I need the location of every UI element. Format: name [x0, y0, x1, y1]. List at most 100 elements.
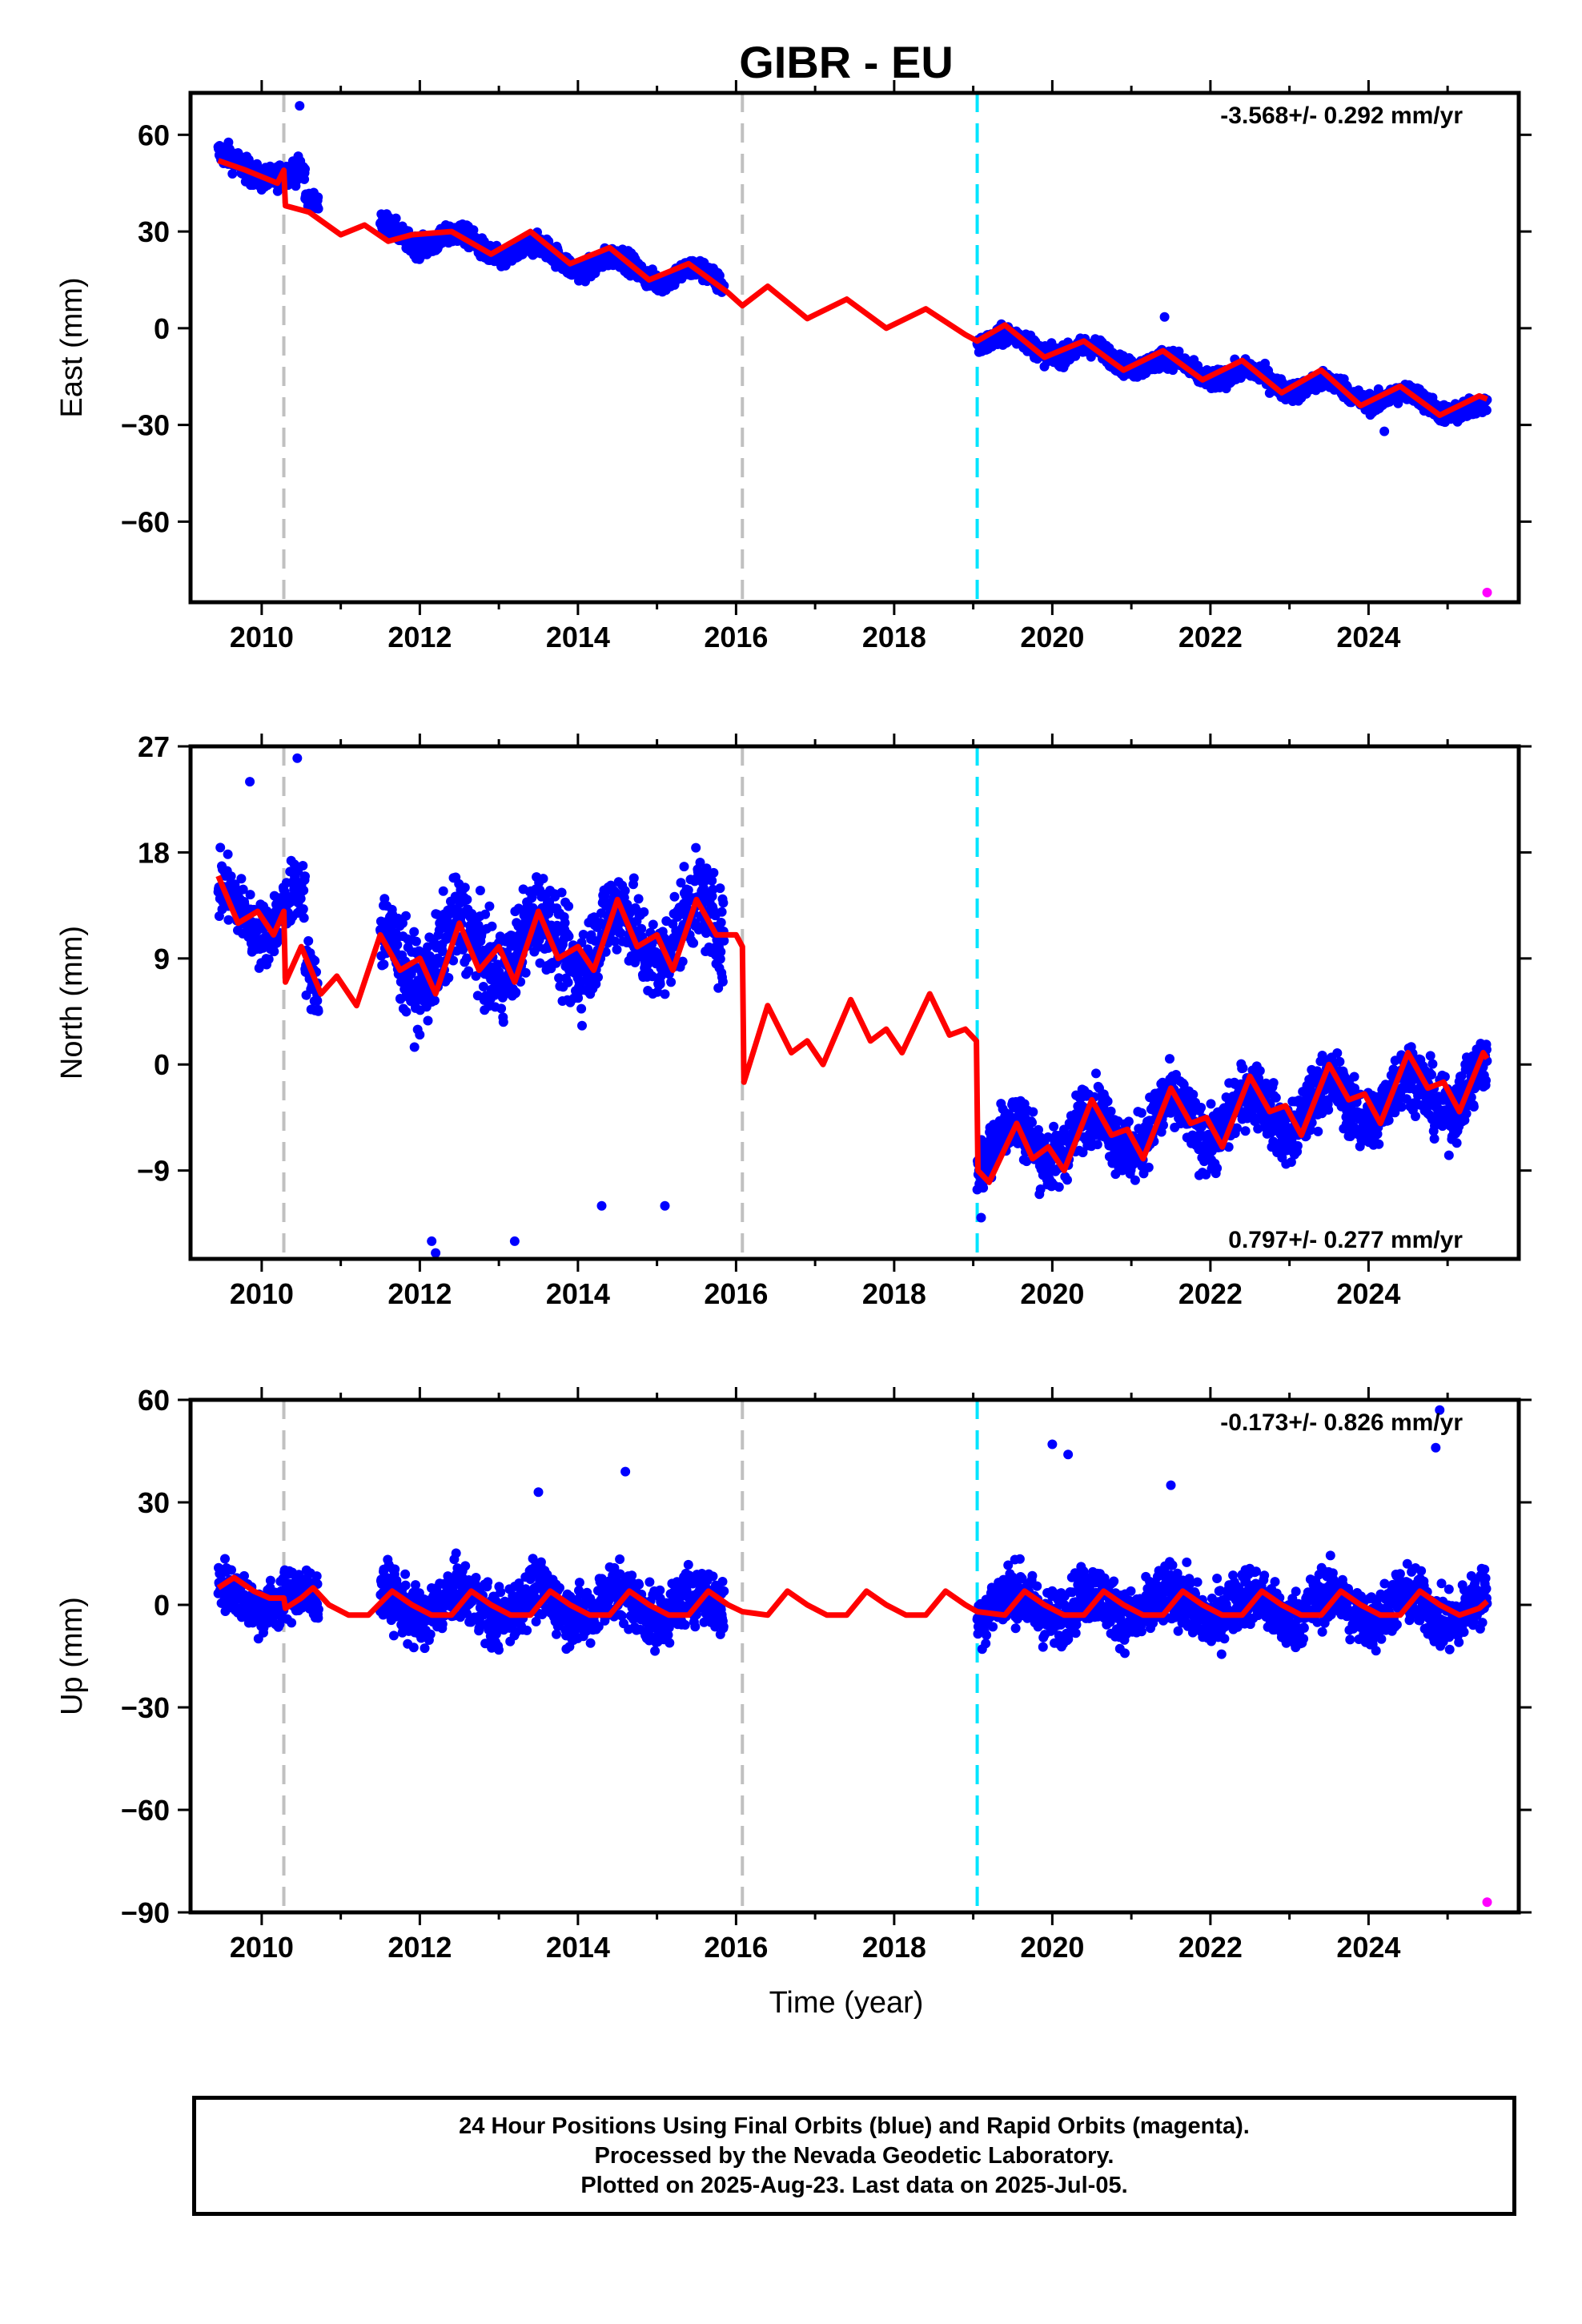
y-tick-label: −60 [121, 505, 170, 538]
data-point [1253, 1124, 1263, 1134]
data-point [487, 921, 497, 931]
data-point [717, 976, 728, 987]
data-point [520, 967, 531, 978]
data-point [620, 886, 630, 896]
chart-title: GIBR - EU [739, 37, 954, 87]
data-point [411, 936, 421, 947]
data-point [473, 920, 484, 931]
data-point [227, 169, 238, 179]
rate-annotation: -3.568+/- 0.292 mm/yr [1220, 103, 1463, 129]
data-point [1027, 1117, 1037, 1128]
data-point [1106, 1106, 1116, 1116]
data-point [628, 873, 639, 883]
data-point [717, 907, 727, 917]
data-point [560, 918, 570, 928]
outlier-point [1379, 426, 1390, 436]
data-point [1313, 1126, 1323, 1136]
data-point [1255, 1066, 1265, 1076]
data-point [708, 884, 718, 895]
data-point [460, 883, 470, 893]
data-point [415, 1030, 425, 1040]
data-point [269, 947, 279, 957]
data-point [236, 874, 247, 884]
final-orbit-points [213, 842, 1492, 1200]
north-panel: 2010 2012 2014 2016 2018 2020 2022 2024271890−9… [55, 730, 1532, 1310]
data-point [398, 918, 408, 928]
data-point [299, 913, 309, 923]
data-point [379, 959, 389, 970]
data-point [299, 885, 309, 895]
data-point [1078, 1148, 1088, 1158]
data-point [401, 911, 411, 921]
data-point [1268, 1078, 1279, 1088]
data-point [313, 203, 323, 214]
data-point [1165, 1054, 1174, 1064]
data-point [444, 973, 454, 983]
data-point [639, 907, 649, 917]
data-point [462, 953, 472, 963]
data-point [1043, 1132, 1053, 1142]
data-point [313, 192, 323, 203]
data-point [716, 918, 726, 927]
data-point [612, 944, 622, 955]
data-point [448, 955, 459, 966]
x-tick-label: 2018 [862, 621, 926, 653]
data-point [423, 1015, 433, 1026]
data-point [1022, 1156, 1032, 1167]
y-tick-label: −30 [121, 409, 170, 442]
data-point [689, 938, 699, 948]
data-point [695, 858, 705, 867]
outlier-point [1159, 312, 1170, 322]
data-point [298, 861, 308, 870]
y-tick-label: 0 [154, 312, 170, 345]
data-point [295, 894, 306, 904]
data-point [707, 875, 717, 886]
data-point [1481, 405, 1492, 416]
data-point [424, 951, 435, 961]
data-point [677, 956, 688, 967]
data-point [719, 935, 729, 946]
data-point [462, 895, 472, 905]
data-point [556, 887, 567, 898]
data-point [300, 164, 310, 175]
data-point [498, 1017, 508, 1027]
y-tick-label: 60 [138, 119, 170, 151]
data-point [666, 977, 677, 987]
y-axis-label: East (mm) [55, 277, 89, 417]
data-point [1054, 1182, 1064, 1192]
data-point [1271, 1092, 1281, 1103]
data-point [1240, 1126, 1251, 1136]
data-point [511, 987, 521, 998]
data-point [616, 928, 626, 939]
data-point [1092, 1140, 1102, 1150]
data-point [1143, 1162, 1154, 1172]
data-point [718, 898, 729, 908]
data-point [1028, 1107, 1038, 1117]
data-point [475, 886, 485, 895]
x-tick-label: 2014 [546, 621, 610, 653]
data-point [300, 871, 310, 882]
data-point [1102, 1096, 1113, 1107]
data-point [245, 890, 255, 900]
data-point [715, 954, 725, 964]
axes-frame [188, 90, 1521, 605]
data-point [238, 884, 248, 895]
data-point [409, 927, 420, 937]
data-point [312, 995, 323, 1006]
data-point [1196, 1103, 1207, 1112]
data-point [1305, 1125, 1315, 1136]
data-point [215, 842, 226, 853]
data-point [978, 1183, 989, 1193]
data-point [691, 842, 701, 853]
x-tick-label: 2020 [1020, 621, 1084, 653]
data-point [683, 885, 693, 895]
data-point [578, 930, 588, 939]
data-point [1091, 1068, 1101, 1079]
data-point [1035, 1184, 1046, 1194]
data-point [1223, 1142, 1234, 1152]
data-point [1062, 1175, 1072, 1185]
y-tick-label: 30 [138, 215, 170, 248]
data-point [593, 972, 603, 983]
model-curve [217, 158, 1488, 418]
data-point [564, 931, 574, 942]
